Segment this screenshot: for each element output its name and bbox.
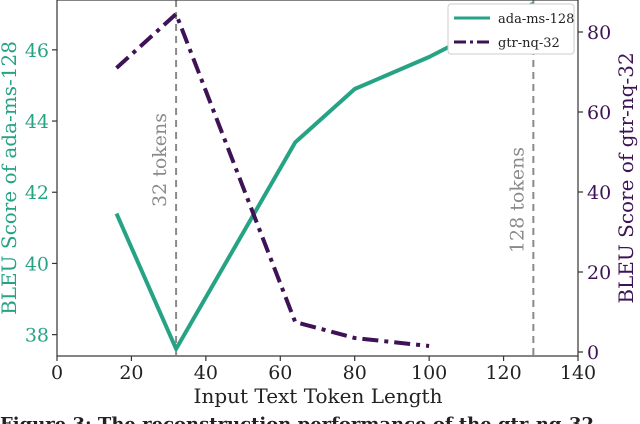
x-tick-label-20: 20 (119, 362, 143, 384)
left-y-tick-label-46: 46 (25, 40, 49, 62)
right-y-tick-label-60: 60 (587, 102, 611, 124)
x-tick-label-120: 120 (485, 362, 521, 384)
x-tick-label-0: 0 (51, 362, 63, 384)
left-y-tick-label-38: 38 (25, 325, 49, 347)
x-axis-ticks: 0 20 40 60 80 100 120 140 (51, 356, 596, 384)
right-y-tick-label-40: 40 (587, 182, 611, 204)
x-tick-label-140: 140 (560, 362, 596, 384)
legend: ada-ms-128 gtr-nq-32 (447, 3, 575, 55)
plot-frame (56, 0, 579, 357)
x-tick-label-40: 40 (194, 362, 218, 384)
x-tick-label-100: 100 (411, 362, 447, 384)
right-y-axis-label: BLEU Score of gtr-nq-32 (614, 52, 638, 303)
figure-caption-fragment: Figure 3: The reconstruction performance… (0, 415, 640, 424)
series-layer (114, 1, 535, 351)
right-y-tick-label-20: 20 (587, 262, 611, 284)
right-y-tick-label-0: 0 (587, 342, 599, 364)
vline-label-0: 32 tokens (149, 113, 171, 207)
x-tick-label-80: 80 (343, 362, 367, 384)
right-y-axis-ticks: 0 20 40 60 80 (578, 22, 611, 364)
vertical-reference-lines: 32 tokens 128 tokens (149, 0, 535, 356)
legend-label-gtr-nq-32: gtr-nq-32 (498, 36, 560, 51)
left-y-axis-label: BLEU Score of ada-ms-128 (0, 41, 21, 315)
series-line-ada-ms-128 (114, 1, 535, 351)
x-tick-label-60: 60 (268, 362, 292, 384)
vline-label-1: 128 tokens (506, 147, 528, 253)
right-y-tick-label-80: 80 (587, 22, 611, 44)
left-y-tick-label-44: 44 (25, 111, 49, 133)
left-y-axis-ticks: 38 40 42 44 46 (25, 40, 57, 347)
left-y-tick-label-42: 42 (25, 182, 49, 204)
left-y-tick-label-40: 40 (25, 253, 49, 275)
x-axis-label: Input Text Token Length (194, 384, 443, 408)
legend-label-ada-ms-128: ada-ms-128 (498, 12, 574, 27)
